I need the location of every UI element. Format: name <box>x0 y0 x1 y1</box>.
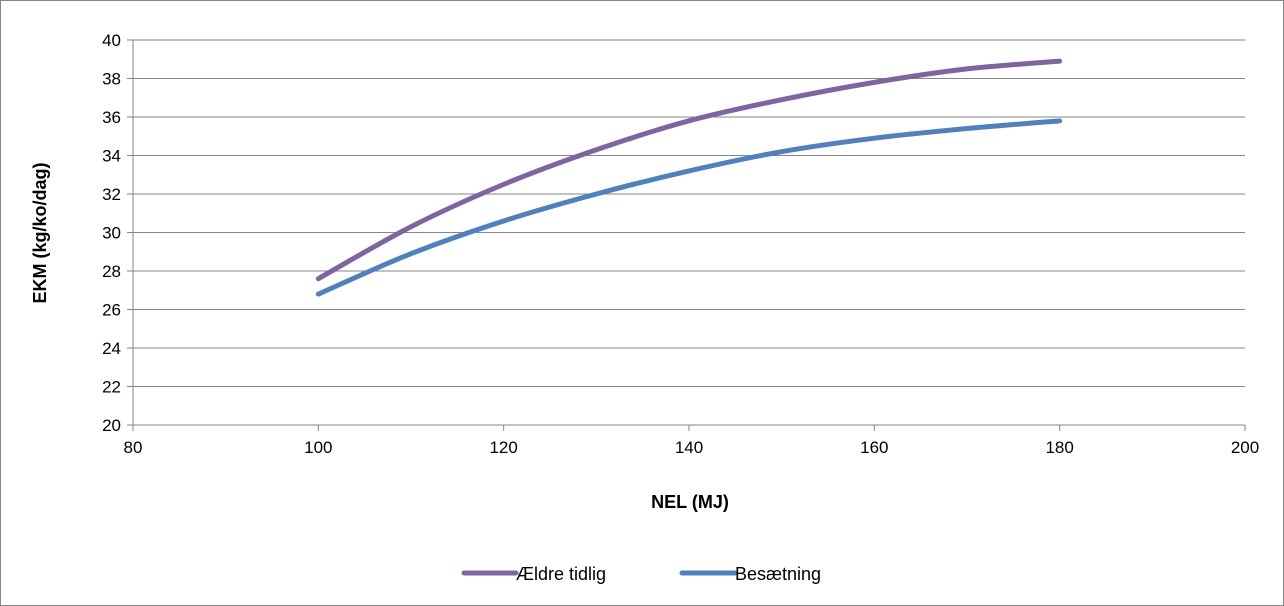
x-tick-label-80: 80 <box>124 438 143 457</box>
x-tick-label-200: 200 <box>1231 438 1259 457</box>
x-tick-label-180: 180 <box>1045 438 1073 457</box>
y-tick-label-26: 26 <box>102 301 121 320</box>
x-tick-label-120: 120 <box>489 438 517 457</box>
y-tick-label-40: 40 <box>102 31 121 50</box>
series-line-aeldre-tidlig <box>315 58 1063 282</box>
x-tick-label-160: 160 <box>860 438 888 457</box>
y-tick-label-28: 28 <box>102 262 121 281</box>
legend: Ældre tidlig Besætning <box>461 564 821 584</box>
series-line-besaetning <box>315 118 1063 297</box>
y-tick-label-24: 24 <box>102 339 121 358</box>
y-tick-label-32: 32 <box>102 185 121 204</box>
y-tick-label-36: 36 <box>102 108 121 127</box>
axes <box>127 39 1246 431</box>
y-tick-label-22: 22 <box>102 378 121 397</box>
y-tick-label-38: 38 <box>102 70 121 89</box>
gridlines <box>133 39 1245 387</box>
x-tick-label-100: 100 <box>304 438 332 457</box>
y-tick-label-34: 34 <box>102 147 121 166</box>
y-axis-title: EKM (kg/ko/dag) <box>30 162 50 303</box>
tick-labels: 20 22 24 26 28 30 32 34 36 38 40 80 100 120 140 160 180 2… <box>102 31 1259 457</box>
x-axis-title: NEL (MJ) <box>651 492 729 512</box>
y-tick-label-30: 30 <box>102 224 121 243</box>
legend-label-aeldre-tidlig: Ældre tidlig <box>516 564 606 584</box>
x-tick-label-140: 140 <box>675 438 703 457</box>
y-tick-label-20: 20 <box>102 416 121 435</box>
series-lines <box>315 58 1063 297</box>
legend-label-besaetning: Besætning <box>735 564 821 584</box>
